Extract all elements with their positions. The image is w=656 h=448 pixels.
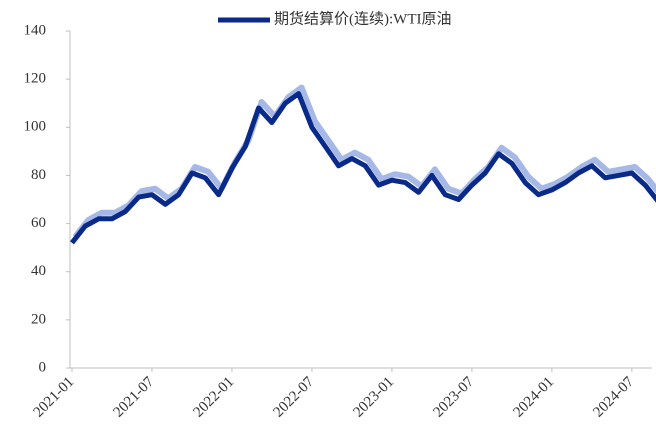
- x-tick-label: 2021-01: [31, 374, 78, 421]
- y-tick-label: 60: [31, 215, 46, 231]
- legend-label: 期货结算价(连续):WTI原油: [274, 9, 451, 27]
- y-tick-label: 20: [31, 311, 46, 327]
- y-tick-label: 120: [24, 71, 47, 87]
- y-tick-label: 140: [24, 22, 47, 38]
- x-tick-label: 2023-07: [430, 374, 477, 421]
- y-tick-label: 100: [24, 119, 47, 135]
- x-tick-label: 2021-07: [111, 374, 158, 421]
- x-tick-label: 2022-07: [271, 374, 318, 421]
- x-tick-label: 2024-07: [590, 374, 637, 421]
- x-tick-label: 2023-01: [351, 374, 398, 421]
- line: [70, 91, 656, 245]
- y-tick-label: 80: [31, 167, 46, 183]
- y-tick-label: 40: [31, 263, 46, 279]
- x-tick-label: 2024-01: [510, 374, 557, 421]
- x-tick-label: 2022-01: [191, 374, 238, 421]
- line-shadow: [72, 84, 656, 239]
- y-tick-label: 0: [39, 359, 47, 375]
